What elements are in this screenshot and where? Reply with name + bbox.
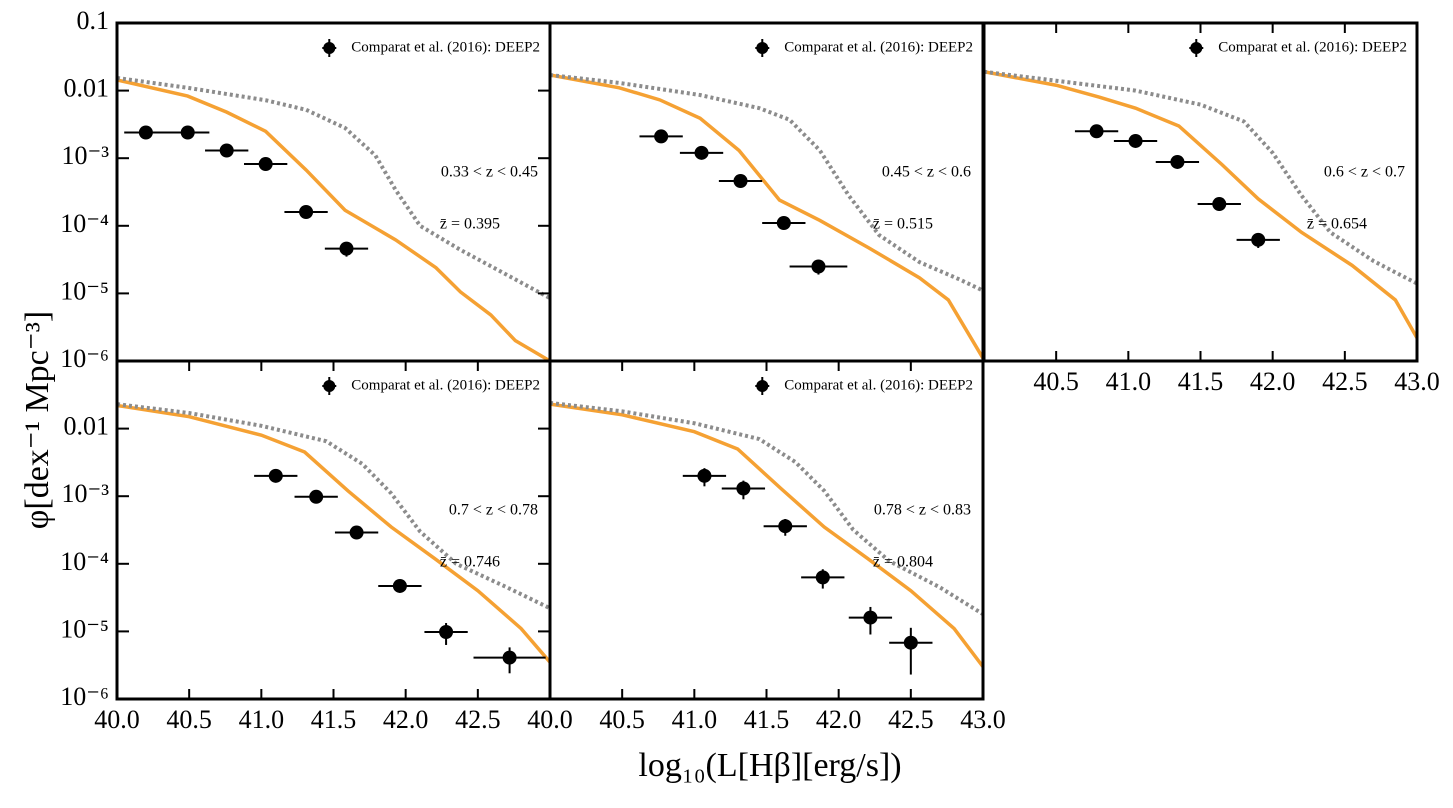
data-point: [903, 635, 918, 650]
line-series: [117, 403, 550, 664]
x-tick-label: 40.0: [527, 705, 573, 734]
y-tick-label: 10⁻⁵: [60, 276, 109, 305]
y-tick-label: 10⁻³: [61, 141, 109, 170]
data-point: [392, 578, 407, 593]
data-point: [811, 259, 826, 274]
line-series: [117, 75, 550, 300]
data-point: [180, 125, 195, 140]
line-series: [117, 402, 550, 611]
panel-frame: [115, 359, 552, 701]
x-tick-label: 40.0: [94, 705, 140, 734]
data-point: [733, 173, 748, 188]
y-tick-label: 10⁻³: [61, 479, 109, 508]
y-tick-label: 10⁻⁴: [60, 547, 109, 576]
legend-marker: [323, 380, 336, 392]
data-point: [1170, 154, 1185, 169]
x-tick-label: 40.5: [166, 705, 212, 734]
x-tick-label: 41.0: [672, 705, 718, 734]
x-axis-label: log₁₀(L[Hβ][erg/s]): [638, 747, 901, 784]
x-tick-label: 42.0: [1250, 367, 1296, 396]
y-tick-label: 10⁻⁶: [60, 682, 109, 711]
annotation: z̄ = 0.515: [873, 216, 933, 233]
legend-marker: [323, 42, 336, 54]
data-point: [1251, 232, 1266, 247]
data-point: [697, 468, 712, 483]
line-series: [117, 78, 550, 361]
x-tick-label: 41.5: [1178, 367, 1224, 396]
data-point: [863, 610, 878, 625]
x-tick-label: 43.0: [1394, 367, 1440, 396]
annotation: 0.6 < z < 0.7: [1324, 164, 1405, 181]
y-tick-label: 10⁻⁵: [60, 614, 109, 643]
x-tick-label: 42.5: [455, 705, 501, 734]
plot-area: [117, 402, 550, 664]
legend-label: Comparat et al. (2016): DEEP2: [1218, 39, 1407, 55]
data-point: [299, 205, 314, 220]
data-point: [1089, 124, 1104, 139]
data-point: [309, 489, 324, 504]
y-tick-label: 0.01: [64, 74, 110, 103]
legend-marker: [1190, 42, 1203, 54]
x-tick-label: 40.5: [599, 705, 645, 734]
x-tick-label: 43.0: [960, 705, 1006, 734]
legend-marker: [756, 42, 769, 54]
data-point: [219, 143, 234, 158]
data-point: [502, 650, 517, 665]
annotation: z̄ = 0.395: [440, 216, 500, 233]
x-tick-label: 42.5: [1322, 367, 1368, 396]
annotation: 0.45 < z < 0.6: [882, 164, 971, 181]
annotation: 0.78 < z < 0.83: [874, 502, 971, 519]
panel-frame: [548, 21, 985, 363]
data-point: [1212, 197, 1227, 212]
data-point: [138, 125, 153, 140]
data-point: [439, 624, 454, 639]
x-tick-label: 41.0: [1106, 367, 1152, 396]
panel-frame: [548, 359, 985, 701]
x-tick-label: 42.5: [888, 705, 934, 734]
data-point: [258, 157, 273, 172]
x-tick-label: 41.5: [744, 705, 790, 734]
plot-area: [984, 69, 1417, 339]
legend-label: Comparat et al. (2016): DEEP2: [784, 39, 973, 55]
annotation: 0.7 < z < 0.78: [449, 502, 538, 519]
data-point: [776, 216, 791, 231]
legend-label: Comparat et al. (2016): DEEP2: [351, 377, 540, 393]
x-tick-label: 40.5: [1033, 367, 1079, 396]
y-axis-label: φ[dex⁻¹ Mpc⁻³]: [19, 311, 56, 529]
y-tick-label: 0.1: [77, 6, 110, 35]
annotation: z̄ = 0.746: [440, 554, 500, 571]
line-series: [550, 400, 983, 616]
data-point: [778, 519, 793, 534]
legend-label: Comparat et al. (2016): DEEP2: [351, 39, 540, 55]
data-point: [268, 468, 283, 483]
line-series: [550, 402, 983, 668]
x-tick-label: 42.0: [383, 705, 429, 734]
plot-area: [550, 400, 983, 668]
annotation: z̄ = 0.804: [873, 554, 933, 571]
data-point: [349, 525, 364, 540]
y-tick-label: 10⁻⁶: [60, 344, 109, 373]
plot-area: [550, 73, 983, 360]
panel-frame: [982, 21, 1419, 363]
annotation: 0.33 < z < 0.45: [441, 164, 538, 181]
data-point: [694, 145, 709, 160]
data-point: [736, 481, 751, 496]
data-point: [339, 241, 354, 256]
annotation: z̄ = 0.654: [1307, 216, 1367, 233]
line-series: [984, 70, 1417, 339]
x-tick-label: 41.0: [239, 705, 285, 734]
x-tick-label: 42.0: [816, 705, 862, 734]
legend-label: Comparat et al. (2016): DEEP2: [784, 377, 973, 393]
line-series: [550, 73, 983, 360]
y-tick-label: 0.01: [64, 412, 110, 441]
data-point: [815, 570, 830, 585]
data-point: [654, 129, 669, 144]
legend-marker: [756, 380, 769, 392]
y-tick-label: 10⁻⁴: [60, 209, 109, 238]
x-tick-label: 41.5: [311, 705, 357, 734]
line-series: [984, 69, 1417, 286]
plot-area: [117, 75, 550, 361]
data-point: [1128, 133, 1143, 148]
